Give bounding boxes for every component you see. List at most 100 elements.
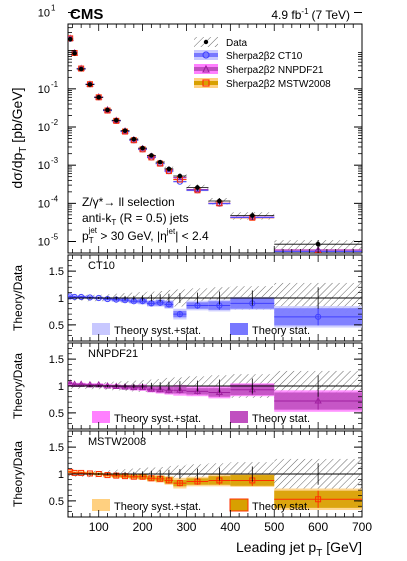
ratio-point-nnpdf	[314, 397, 322, 404]
data-point	[96, 95, 102, 100]
ratio-point-nnpdf	[215, 388, 224, 395]
top-ytick-label: 10	[38, 237, 50, 249]
legend-mstw-label: Sherpa2β2 MSTW2008	[226, 79, 331, 90]
ratio-point-nnpdf	[138, 383, 147, 391]
x-tick-label: 400	[220, 520, 240, 534]
ratio-point-ct10	[315, 313, 322, 320]
data-point	[157, 159, 163, 165]
ratio-point-ct10	[104, 295, 111, 303]
ratio-legend-syst-label: Theory syst.+stat.	[114, 413, 201, 425]
legend: Data Sherpa2β2 CT10 Sherpa2β2 NNPDF21 Sh…	[194, 37, 331, 90]
top-ytick-label: 10	[38, 8, 50, 20]
ratio-ytick-label: 0.5	[49, 320, 64, 332]
ratio-point-ct10	[86, 294, 94, 301]
ratio-legend-syst-swatch	[92, 499, 110, 511]
data-point	[72, 51, 77, 56]
legend-nnpdf: Sherpa2β2 NNPDF21	[194, 64, 324, 76]
ratio-point-mstw	[78, 469, 85, 476]
data-point	[87, 82, 93, 87]
cms-label: CMS	[70, 6, 103, 23]
ratio-panel-ct10: 0.5 1 1.5 CT10 Theory syst.+stat. Theory stat…	[49, 254, 363, 342]
ratio-point-mstw	[104, 472, 111, 479]
top-frame	[67, 23, 363, 254]
ratio-point-mstw	[86, 470, 93, 477]
ratio-panel-nnpdf: 0.5 1 1.5 NNPDF21 Theory syst.+stat. Theory s…	[49, 342, 363, 430]
ratio-point-mstw	[176, 480, 183, 487]
data-point	[78, 66, 84, 72]
top-ytick-label: 10	[38, 198, 50, 210]
x-axis-label: Leading jet pT [GeV]	[236, 539, 362, 559]
top-ytick-exp: -1	[51, 80, 59, 89]
ratio-legend-stat-label: Theory stat.	[252, 325, 310, 337]
ratio-point-mstw	[315, 496, 322, 503]
x-tick-label: 200	[133, 520, 153, 534]
ratio-ytick-label: 1	[58, 293, 64, 305]
data-point	[249, 213, 255, 218]
top-ytick-exp: -2	[51, 118, 59, 127]
top-ytick-label: 10	[38, 160, 50, 172]
legend-ct10-label: Sherpa2β2 CT10	[226, 51, 303, 62]
ratio-legend-stat-swatch	[230, 411, 248, 423]
ratio-legend-stat-swatch	[230, 323, 248, 335]
top-ytick-label: 10	[38, 84, 50, 96]
data-point	[149, 153, 154, 158]
ratio-panels: 0.5 1 1.5 CT10 Theory syst.+stat. Theory stat…	[49, 24, 372, 534]
top-ytick-label: 10	[38, 122, 50, 134]
ratio-legend-stat-label: Theory stat.	[252, 413, 310, 425]
x-tick-label: 700	[352, 520, 372, 534]
selection-text: Z/γ*→ ll selection anti-kT (R = 0.5) jet…	[82, 195, 209, 245]
ratio-point-nnpdf	[193, 387, 202, 394]
ratio-ytick-label: 0.5	[49, 496, 64, 508]
ratio-ylabel-ct10: Theory/Data	[11, 265, 25, 331]
ratio-panel-label-mstw: MSTW2008	[88, 436, 146, 448]
ratio-ytick-label: 1.5	[49, 354, 64, 366]
ratio-point-ct10	[78, 293, 85, 301]
legend-data-label: Data	[226, 38, 248, 49]
data-point	[113, 117, 119, 123]
ratio-legend-syst-swatch	[92, 323, 110, 335]
data-point	[177, 173, 183, 179]
ratio-panel-label-ct10: CT10	[88, 260, 115, 272]
ratio-ytick-label: 1.5	[49, 266, 64, 278]
ratio-legend-syst-label: Theory syst.+stat.	[114, 501, 201, 513]
ratio-legend-syst-label: Theory syst.+stat.	[114, 325, 201, 337]
x-tick-label: 600	[308, 520, 328, 534]
x-tick-label: 500	[264, 520, 284, 534]
top-ytick-exp: -3	[51, 156, 59, 165]
data-point	[140, 145, 145, 151]
ratio-point-nnpdf	[165, 386, 173, 393]
ratio-ytick-label: 1	[58, 381, 64, 393]
x-tick-label: 100	[89, 520, 109, 534]
ratio-point-nnpdf	[176, 386, 184, 393]
ratio-point-nnpdf	[130, 383, 138, 391]
data-point	[131, 136, 137, 142]
data-point	[166, 166, 172, 172]
ratio-point-ct10	[176, 311, 183, 318]
ratio-ylabel-nnpdf: Theory/Data	[11, 353, 25, 419]
ratio-panel-mstw: 0.5 1 1.5 MSTW2008 Theory syst.+stat. Theory …	[49, 430, 363, 518]
lumi-label: 4.9 fb-1 (7 TeV)	[271, 7, 350, 22]
legend-ct10: Sherpa2β2 CT10	[194, 50, 303, 62]
data-point	[195, 185, 200, 190]
ratio-point-nnpdf	[147, 385, 156, 392]
ratio-legend-syst-swatch	[92, 411, 110, 423]
legend-mstw: Sherpa2β2 MSTW2008	[194, 78, 331, 90]
legend-data-marker	[203, 39, 209, 45]
legend-mstw-marker	[202, 79, 210, 87]
ratio-point-nnpdf	[121, 383, 129, 390]
legend-nnpdf-marker	[202, 64, 210, 73]
ratio-point-nnpdf	[68, 379, 74, 386]
legend-data: Data	[194, 37, 248, 49]
data-point	[315, 241, 321, 247]
selection-line2: anti-kT (R = 0.5) jets	[82, 211, 189, 227]
ratio-legend-stat-swatch	[229, 498, 249, 512]
data-point	[122, 128, 128, 134]
top-ytick-exp: -4	[51, 194, 59, 203]
legend-nnpdf-label: Sherpa2β2 NNPDF21	[226, 65, 324, 76]
ratio-ylabel-mstw: Theory/Data	[11, 441, 25, 507]
ratio-ytick-label: 1	[58, 469, 64, 481]
top-ylabel: dσ/dpT [pb/GeV]	[9, 87, 29, 188]
x-tick-label: 300	[176, 520, 196, 534]
data-point	[105, 107, 110, 113]
